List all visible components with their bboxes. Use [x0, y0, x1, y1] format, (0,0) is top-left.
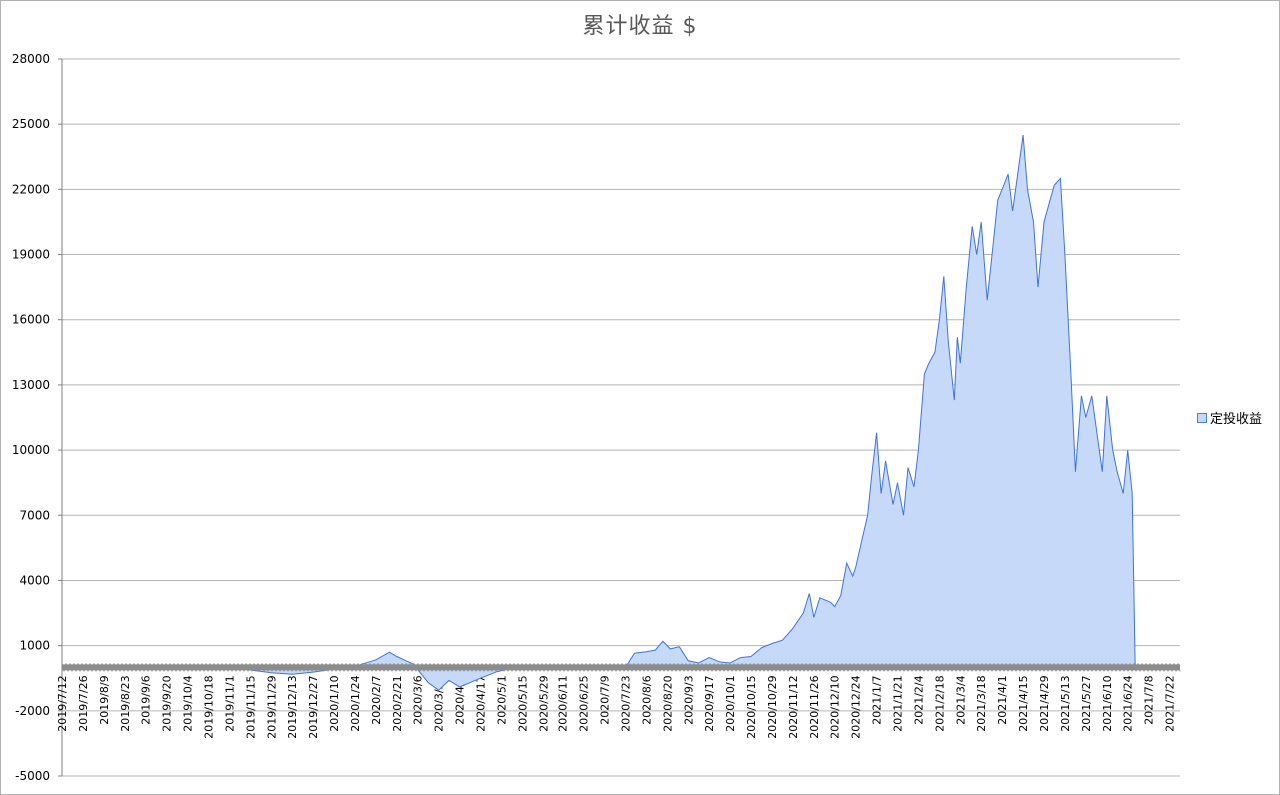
x-tick-label: 2021/6/10: [1101, 675, 1114, 731]
x-tick-label: 2021/5/27: [1080, 675, 1093, 731]
x-tick-label: 2020/4/3: [454, 675, 467, 724]
x-tick-label: 2021/7/22: [1164, 675, 1177, 731]
x-tick-label: 2021/1/21: [892, 675, 905, 731]
y-tick-label: 19000: [12, 248, 50, 262]
x-tick-label: 2021/4/29: [1038, 675, 1051, 731]
x-axis-ticks: 2019/7/12 2019/7/26 2019/8/9 2019/8/23 2019/…: [56, 675, 1177, 738]
x-tick-label: 2020/6/25: [578, 675, 591, 731]
series-line: [61, 134, 1136, 691]
x-tick-label: 2020/7/23: [619, 675, 632, 731]
x-tick-label: 2020/8/20: [661, 675, 674, 731]
x-tick-label: 2019/12/27: [307, 675, 320, 738]
series-area: [61, 134, 1136, 691]
y-tick-label: 25000: [12, 117, 50, 131]
x-tick-label: 2021/3/18: [975, 675, 988, 731]
x-tick-label: 2020/10/15: [745, 675, 758, 738]
x-tick-label: 2019/11/29: [265, 675, 278, 738]
y-tick-label: 13000: [12, 378, 50, 392]
x-tick-label: 2021/7/8: [1143, 675, 1156, 724]
legend: 定投收益: [1197, 408, 1262, 427]
x-tick-label: 2020/1/24: [349, 675, 362, 731]
x-tick-label: 2020/5/29: [537, 675, 550, 731]
x-tick-label: 2019/10/18: [202, 675, 215, 738]
x-tick-label: 2021/2/4: [912, 675, 925, 724]
x-tick-label: 2019/12/13: [286, 675, 299, 738]
y-tick-label: 7000: [19, 508, 50, 522]
chart-title: 累计收益 $: [582, 14, 698, 39]
x-tick-label: 2019/8/23: [119, 675, 132, 731]
y-tick-label: 16000: [12, 313, 50, 327]
y-tick-label: 1000: [19, 639, 50, 653]
y-tick-label: 10000: [12, 443, 50, 457]
x-tick-label: 2020/11/26: [808, 675, 821, 738]
x-tick-label: 2020/7/9: [599, 675, 612, 724]
x-tick-label: 2019/11/1: [223, 675, 236, 731]
x-tick-label: 2019/9/20: [161, 675, 174, 731]
y-tick-label: 28000: [12, 52, 50, 66]
x-tick-label: 2021/6/24: [1122, 675, 1135, 731]
y-axis-ticks: 28000 25000 22000 19000 16000 13000 10000 7000 4…: [12, 52, 63, 783]
x-tick-label: 2019/7/12: [56, 675, 69, 731]
x-tick-label: 2019/7/26: [77, 675, 90, 731]
x-tick-label: 2020/12/10: [829, 675, 842, 738]
x-tick-label: 2021/4/15: [1017, 675, 1030, 731]
x-tick-label: 2019/8/9: [98, 675, 111, 724]
legend-label: 定投收益: [1210, 412, 1263, 427]
x-tick-label: 2020/4/17: [475, 675, 488, 731]
y-tick-label: -2000: [15, 704, 50, 718]
x-tick-label: 2020/1/10: [328, 675, 341, 731]
x-tick-label: 2021/4/1: [996, 675, 1009, 724]
y-tick-label: 4000: [19, 573, 50, 587]
x-tick-label: 2021/5/13: [1059, 675, 1072, 731]
x-tick-label: 2020/2/7: [370, 675, 383, 724]
x-tick-label: 2019/9/6: [140, 675, 153, 724]
x-tick-label: 2020/10/29: [766, 675, 779, 738]
x-tick-label: 2020/10/1: [724, 675, 737, 731]
x-tick-label: 2020/11/12: [787, 675, 800, 738]
y-tick-label: 22000: [12, 182, 50, 196]
x-tick-label: 2020/12/24: [850, 675, 863, 738]
x-tick-label: 2019/10/4: [182, 675, 195, 731]
x-tick-label: 2020/2/21: [391, 675, 404, 731]
x-tick-label: 2020/9/17: [703, 675, 716, 731]
zero-baseline-markers: [61, 663, 1181, 672]
x-tick-label: 2020/5/15: [516, 675, 529, 731]
x-tick-label: 2021/1/7: [871, 675, 884, 724]
x-tick-label: 2020/9/3: [682, 675, 695, 724]
x-tick-label: 2019/11/15: [244, 675, 257, 738]
y-tick-label: -5000: [15, 769, 50, 783]
x-tick-label: 2020/6/11: [557, 675, 570, 731]
x-tick-label: 2020/8/6: [640, 675, 653, 724]
x-tick-label: 2020/3/6: [412, 675, 425, 724]
x-tick-label: 2021/3/4: [954, 675, 967, 724]
x-tick-label: 2020/3/20: [433, 675, 446, 731]
legend-swatch: [1197, 412, 1207, 423]
x-tick-label: 2020/5/1: [495, 675, 508, 724]
zero-baseline: [61, 663, 1181, 672]
x-tick-label: 2021/2/18: [933, 675, 946, 731]
series-area-fill: [62, 135, 1136, 691]
